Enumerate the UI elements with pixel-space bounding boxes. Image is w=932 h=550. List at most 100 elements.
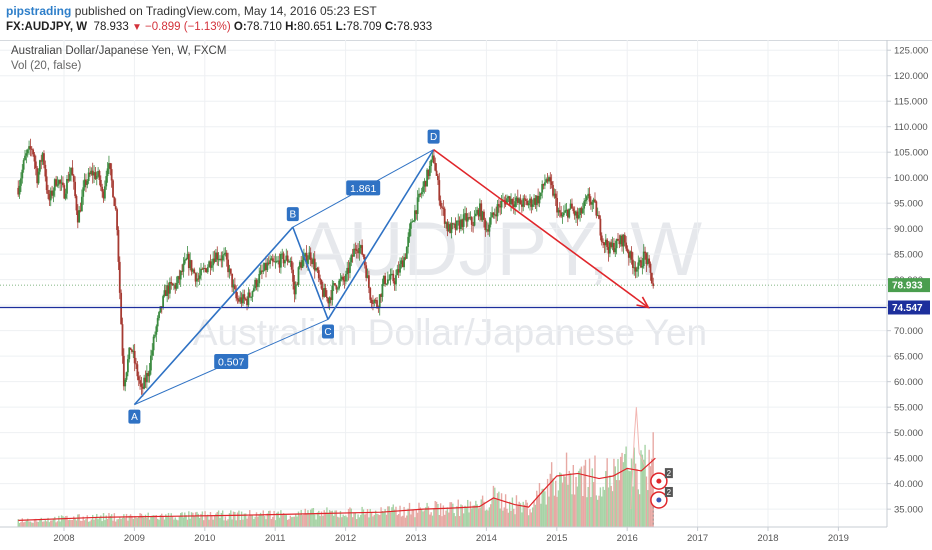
publisher-line: pipstrading published on TradingView.com… <box>6 4 377 18</box>
volume-bar <box>293 516 296 527</box>
volume-bar <box>115 521 117 527</box>
candle-body <box>567 209 569 218</box>
volume-bar <box>194 512 197 527</box>
candle-body <box>603 242 606 246</box>
price-chart[interactable]: AUDJPY, W Australian Dollar/Japanese Yen… <box>0 40 932 550</box>
candle-body <box>331 285 334 300</box>
y-tick-label: 85.000 <box>894 250 923 261</box>
volume-bar <box>132 518 135 527</box>
candle-body <box>336 288 339 290</box>
candle-body <box>229 268 232 274</box>
candle-body <box>154 334 156 337</box>
volume-bar <box>25 520 28 527</box>
volume-bar <box>492 485 495 527</box>
symbol-label[interactable]: FX:AUDJPY, W <box>6 21 88 33</box>
volume-bar <box>105 515 107 527</box>
volume-bar <box>373 514 376 527</box>
volume-bar <box>500 493 503 527</box>
candle-body <box>539 192 542 197</box>
candle-body <box>151 350 154 356</box>
candle-body <box>600 235 603 242</box>
volume-bar <box>292 516 294 527</box>
candle-body <box>580 208 583 214</box>
volume-bar <box>296 516 298 527</box>
candle-body <box>300 262 303 268</box>
candle-body <box>572 208 575 212</box>
candle-body <box>514 201 517 207</box>
volume-bar <box>150 516 152 527</box>
candle-body <box>606 239 609 247</box>
candle-body <box>607 246 610 254</box>
candle-body <box>445 222 447 224</box>
volume-bar <box>583 465 585 527</box>
volume-bar <box>349 507 351 527</box>
candle-body <box>365 265 368 278</box>
candle-body <box>313 258 316 271</box>
volume-bar <box>472 505 474 527</box>
volume-bar <box>471 508 473 527</box>
candle-body <box>650 272 653 284</box>
candle-body <box>259 270 262 274</box>
volume-bar <box>572 464 575 527</box>
candle-body <box>422 186 424 193</box>
username-link[interactable]: pipstrading <box>6 4 72 18</box>
volume-bar <box>403 506 405 527</box>
candle-body <box>481 211 484 220</box>
volume-bar <box>351 517 354 527</box>
volume-bar <box>368 517 370 527</box>
volume-bar <box>511 497 514 527</box>
volume-bar <box>429 514 431 527</box>
candle-body <box>194 273 197 282</box>
candle-body <box>141 386 144 389</box>
candle-body <box>625 242 628 249</box>
candle-body <box>552 185 554 196</box>
y-tick-label: 40.000 <box>894 479 923 490</box>
candle-body <box>500 201 503 208</box>
volume-bar <box>629 471 631 527</box>
candle-body <box>219 258 221 260</box>
volume-bar <box>270 518 273 527</box>
candle-body <box>527 203 530 206</box>
pattern-point-box <box>427 129 440 144</box>
candle-body <box>158 312 160 319</box>
volume-bar <box>62 516 64 527</box>
candle-body <box>186 253 189 259</box>
candle-body <box>386 279 389 284</box>
candle-body <box>381 284 384 297</box>
volume-bar <box>490 504 492 527</box>
candle-body <box>114 206 117 210</box>
candle-body <box>145 373 148 383</box>
volume-bar <box>460 504 462 527</box>
candle-body <box>512 204 515 207</box>
volume-bar <box>532 507 534 527</box>
volume-bar <box>433 508 435 527</box>
volume-bar <box>314 514 316 527</box>
candle-body <box>44 164 47 177</box>
candle-body <box>397 269 400 273</box>
candle-body <box>357 250 359 254</box>
candle-body <box>354 248 357 250</box>
candle-body <box>317 270 320 279</box>
candle-body <box>177 276 179 284</box>
x-tick-label: 2009 <box>124 533 145 544</box>
candle-body <box>251 291 254 297</box>
candle-body <box>171 283 174 286</box>
volume-bar <box>548 496 550 527</box>
candle-body <box>301 260 304 268</box>
volume-bar <box>468 512 470 527</box>
candle-body <box>215 252 217 262</box>
y-tick-label: 120.000 <box>894 71 928 82</box>
volume-bar <box>147 512 149 527</box>
candle-body <box>613 242 615 253</box>
candle-body <box>416 197 419 215</box>
candle-body <box>208 261 211 268</box>
candle-body <box>292 269 294 282</box>
candle-body <box>621 235 623 247</box>
level-price-badge-box <box>888 300 930 315</box>
candle-body <box>51 190 53 196</box>
volume-bar <box>82 516 84 527</box>
candle-body <box>630 251 633 260</box>
volume-bar <box>614 466 616 527</box>
candle-body <box>523 198 526 200</box>
volume-bar <box>43 521 45 527</box>
